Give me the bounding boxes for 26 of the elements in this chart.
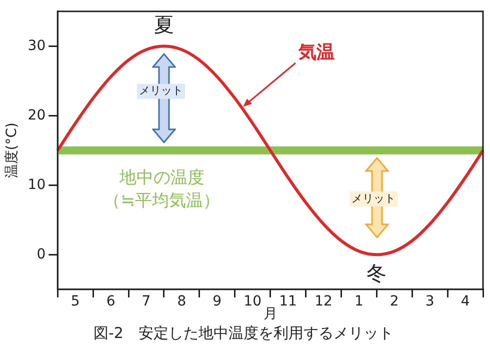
x-tick-label: 2	[390, 293, 399, 310]
y-axis-title: 温度(°C)	[4, 122, 20, 178]
x-tick-label: 8	[177, 293, 186, 310]
annotation: メリット	[138, 84, 183, 98]
y-tick-label: 30	[28, 38, 46, 54]
y-tick-label: 20	[28, 107, 46, 124]
annotation: 冬	[366, 260, 387, 285]
x-axis-title: 月	[263, 306, 278, 322]
y-tick-label: 0	[36, 246, 46, 262]
x-tick-label: 11	[279, 293, 297, 310]
line-series	[56, 44, 484, 256]
x-tick-label: 10	[244, 293, 262, 310]
x-tick-label: 7	[142, 293, 151, 310]
text: 図-2 安定した地中温度を利用するメリット	[94, 324, 394, 342]
ref-line-label: 地中の温度（≒平均気温）	[104, 168, 220, 211]
x-tick-label: 12	[314, 293, 332, 310]
x-tick-label: 6	[106, 293, 116, 310]
text: 気温	[298, 42, 335, 63]
x-tick-label: 3	[425, 293, 434, 310]
annotation: メリット	[352, 192, 396, 205]
x-tick-label: 5	[70, 293, 80, 310]
annotation: 夏	[154, 12, 174, 36]
y-tick-label: 10	[28, 176, 46, 193]
x-tick-label: 4	[460, 293, 470, 310]
x-tick-label: 9	[212, 293, 222, 310]
x-tick-label: 1	[354, 293, 364, 310]
